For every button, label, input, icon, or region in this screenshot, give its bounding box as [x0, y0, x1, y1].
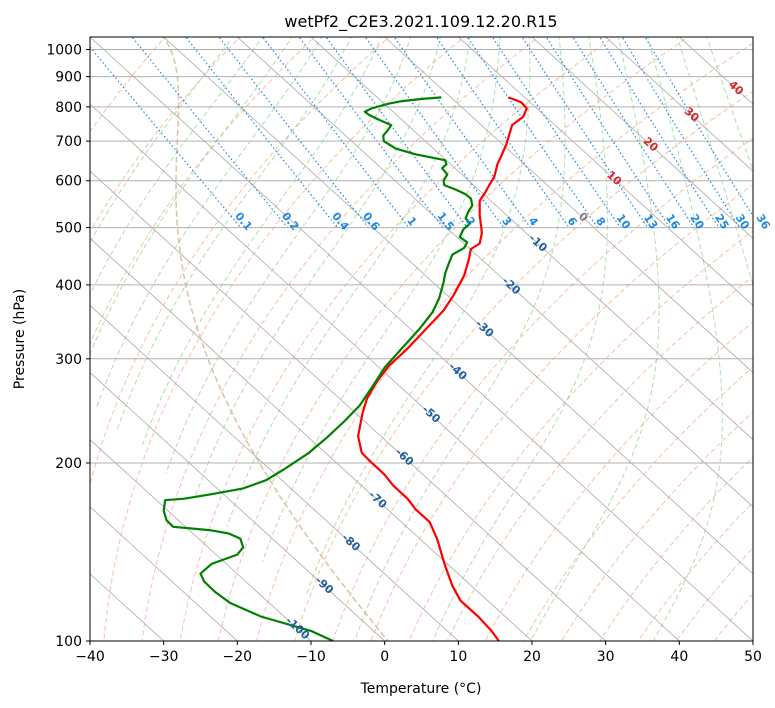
- y-tick-label: 100: [55, 634, 82, 650]
- mixing-ratio-line: [435, 37, 570, 228]
- y-tick-label: 500: [55, 221, 82, 237]
- isotherm-line: [531, 37, 753, 239]
- dry-adiabat-line: [484, 321, 753, 641]
- mixing-ratio-line: [491, 37, 621, 228]
- dry-adiabat-line: [90, 37, 241, 233]
- isotherm-line: [90, 372, 386, 641]
- y-tick-label: 300: [55, 352, 82, 368]
- dry-adiabat-line: [523, 366, 753, 641]
- y-tick-label: 600: [55, 174, 82, 190]
- mixing-ratio-line: [572, 37, 695, 228]
- x-tick-label: −30: [149, 649, 179, 665]
- x-tick-label: −40: [75, 649, 105, 665]
- x-tick-label: 0: [380, 649, 389, 665]
- dry-adiabat-line: [446, 275, 753, 641]
- mixing-ratio-line: [325, 37, 468, 228]
- y-tick-label: 400: [55, 278, 82, 294]
- moist-adiabat-line: [90, 37, 234, 244]
- plot-frame: [89, 36, 754, 642]
- isotherm-line: [90, 103, 680, 641]
- x-tick-label: −10: [296, 649, 326, 665]
- mixing-ratio-line: [218, 37, 369, 228]
- dry-adiabat-line: [179, 37, 615, 641]
- dry-adiabat-line: [332, 137, 753, 641]
- freezing-curve: [162, 37, 390, 641]
- isotherm-line: [90, 37, 753, 641]
- chart-title: wetPf2_C2E3.2021.109.12.20.R15: [284, 12, 557, 32]
- isotherm-line: [605, 37, 753, 172]
- temperature-line: [357, 96, 528, 641]
- x-tick-label: 50: [744, 649, 762, 665]
- mixing-ratio-line: [364, 37, 505, 228]
- mixing-ratio-line: [545, 37, 671, 228]
- pressure-gridlines: [90, 49, 753, 641]
- dewpoint-line: [162, 96, 474, 641]
- moist-adiabat-line: [165, 37, 412, 474]
- isotherm-line: [90, 237, 533, 641]
- dry-adiabat-line: [637, 501, 753, 641]
- mixing-ratio-line: [521, 37, 649, 228]
- isotherm-line: [90, 170, 607, 641]
- dry-adiabat-line: [599, 456, 753, 641]
- dry-adiabat-line: [217, 37, 690, 641]
- isotherm-line: [236, 37, 753, 508]
- moist-adiabat-line: [90, 37, 293, 356]
- y-tick-label: 900: [55, 70, 82, 86]
- y-tick-label: 200: [55, 456, 82, 472]
- moist-adiabat-line: [306, 37, 531, 595]
- mixing-ratio-line: [599, 37, 720, 228]
- moist-adiabat-line: [262, 37, 501, 563]
- mixing-ratio-line: [185, 37, 339, 228]
- x-tick-label: 10: [449, 649, 467, 665]
- isotherm-line: [90, 439, 312, 641]
- dry-adiabat-line: [141, 37, 540, 641]
- x-tick-label: 20: [523, 649, 541, 665]
- x-tick-label: 30: [597, 649, 615, 665]
- isotherm-line: [163, 37, 753, 575]
- dry-adiabat-line: [255, 42, 753, 641]
- dry-adiabat-line: [103, 37, 465, 641]
- isotherm-line: [90, 506, 238, 641]
- y-tick-label: 700: [55, 134, 82, 150]
- x-tick-label: −20: [223, 649, 253, 665]
- mixing-ratio-line: [298, 37, 444, 228]
- y-tick-label: 1000: [46, 43, 82, 59]
- dry-adiabat-line: [90, 37, 391, 486]
- dry-adiabat-line: [294, 90, 753, 641]
- mixing-ratio-line: [466, 37, 599, 228]
- mixing-ratio-line: [131, 37, 289, 228]
- x-tick-label: 40: [670, 649, 688, 665]
- profile-lines: [162, 96, 528, 641]
- y-tick-label: 800: [55, 100, 82, 116]
- background-lines: [90, 37, 753, 641]
- isotherm-line: [384, 37, 753, 374]
- isotherm-line: [457, 37, 753, 306]
- moist-adiabat-line: [116, 37, 352, 430]
- x-axis-title: Temperature (°C): [360, 681, 482, 697]
- y-axis-title: Pressure (hPa): [12, 289, 28, 389]
- mixing-ratio-line: [393, 37, 531, 228]
- isotherm-line: [310, 37, 753, 441]
- moist-adiabat-line: [96, 37, 323, 408]
- isotherm-line: [90, 304, 459, 641]
